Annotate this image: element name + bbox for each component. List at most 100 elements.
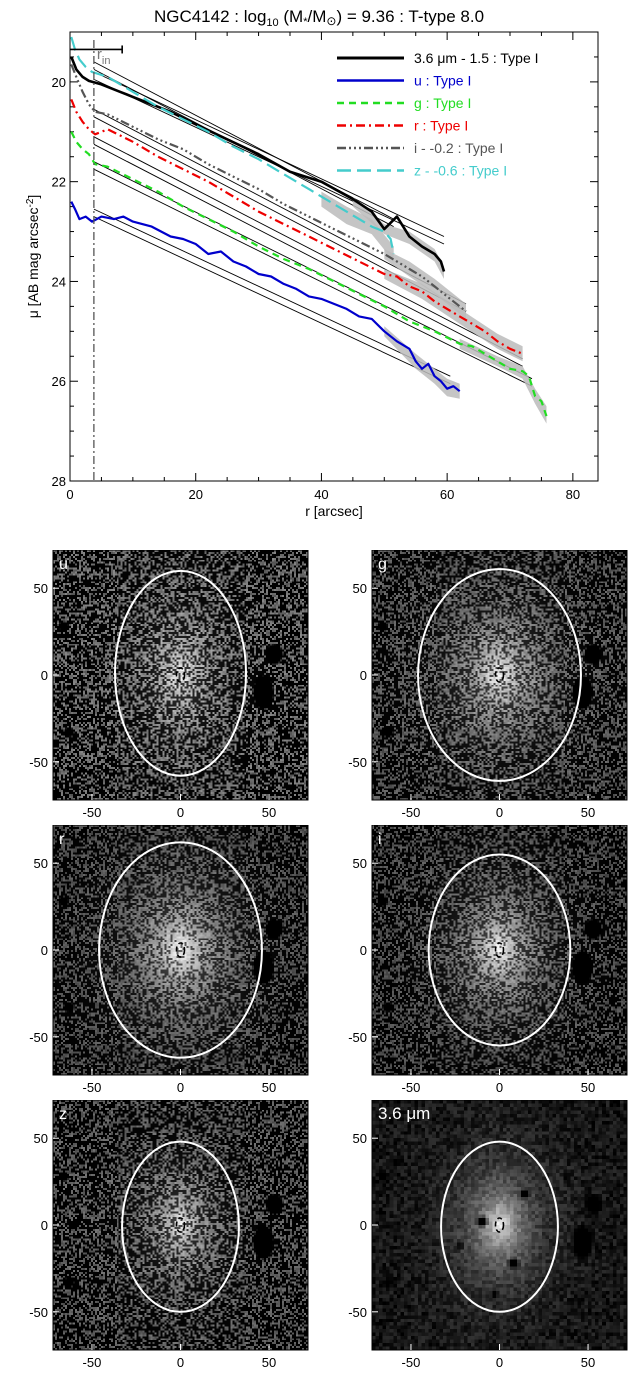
aperture-ellipse	[113, 569, 248, 777]
y-tick-label: 28	[52, 474, 66, 489]
legend-label: r : Type I	[414, 118, 468, 134]
x-tick-label: 80	[566, 487, 580, 502]
series-line	[70, 201, 461, 393]
galaxy-image	[53, 825, 308, 1075]
axis-labels: r [arcsec] μ [AB mag arcsec-2]	[25, 195, 363, 519]
x-tick-label: 60	[440, 487, 454, 502]
galaxy-image	[372, 550, 627, 800]
aperture-ellipse	[121, 1140, 240, 1313]
panel-y-tick-label: 0	[360, 1218, 367, 1233]
legend: 3.6 μm - 1.5 : Type I u : Type I g : Type …	[337, 50, 539, 179]
r-in-label-main: r	[97, 46, 102, 63]
y-tick-label: 26	[52, 374, 66, 389]
title-part: /M	[307, 7, 326, 26]
y-tick-label: 22	[52, 175, 66, 190]
legend-label: i - -0.2 : Type I	[414, 140, 503, 156]
panel-x-tick-label: -50	[402, 1080, 421, 1095]
fit-line	[93, 136, 523, 360]
panel-x-tick-label: -50	[402, 805, 421, 820]
y-tick-label: 24	[52, 274, 66, 289]
surface-brightness-profile-chart: NGC4142 : log10 (M*/M⊙) = 9.36 : T-type …	[25, 7, 599, 519]
panel-y-tick-label: 50	[34, 1131, 48, 1146]
y-tick-label: 20	[52, 75, 66, 90]
image-panel-4: -50 0 50 50 0 -50 i	[348, 825, 628, 1095]
panel-y-tick-label: 50	[353, 856, 367, 871]
title-part: *	[303, 16, 308, 28]
series-line	[70, 98, 524, 355]
panel-x-tick-label: 50	[262, 805, 276, 820]
axis-ticks: 0 20 40 60 80 20 22 24 26 28	[52, 31, 598, 502]
legend-label: 3.6 μm - 1.5 : Type I	[414, 50, 539, 66]
center-mark	[175, 1217, 186, 1233]
panel-x-tick-label: -50	[402, 1355, 421, 1370]
legend-label: g : Type I	[414, 95, 471, 111]
panel-x-tick-label: 50	[581, 1080, 595, 1095]
title-text: NGC4142 : log10 (M*/M⊙) = 9.36 : T-type …	[154, 7, 484, 29]
title-part: ⊙	[326, 14, 336, 28]
x-tick-label: 40	[314, 487, 328, 502]
panel-x-tick-label: 50	[262, 1355, 276, 1370]
panel-y-tick-label: 50	[34, 856, 48, 871]
y-axis-label-part: -2	[25, 198, 36, 207]
legend-label: z - -0.6 : Type I	[414, 163, 507, 179]
panel-x-tick-label: 50	[581, 805, 595, 820]
panel-band-label: u	[59, 556, 68, 573]
fit-line	[93, 168, 533, 387]
panel-y-tick-label: -50	[29, 1305, 48, 1320]
panel-y-tick-label: 50	[353, 581, 367, 596]
center-mark	[175, 667, 186, 683]
panel-band-label: g	[378, 556, 387, 573]
error-band	[321, 191, 394, 262]
center-mark	[175, 942, 186, 958]
panel-band-label: z	[59, 1106, 67, 1123]
center-mark	[494, 1217, 505, 1233]
data-series	[70, 36, 548, 417]
y-axis-label-part: ]	[25, 195, 41, 199]
panel-y-tick-label: -50	[29, 1030, 48, 1045]
panel-band-label: 3.6 μm	[378, 1104, 430, 1123]
error-band	[459, 338, 547, 424]
panel-y-tick-label: 50	[353, 1131, 367, 1146]
image-panel-1: -50 0 50 50 0 -50 u	[29, 550, 309, 820]
panel-band-label: i	[378, 831, 382, 848]
fit-line	[93, 216, 451, 385]
fit-line	[93, 208, 451, 377]
panel-x-tick-label: 50	[262, 1080, 276, 1095]
panel-x-tick-label: -50	[83, 1080, 102, 1095]
inner-radius-marker: rin	[70, 40, 123, 481]
galaxy-image	[372, 825, 627, 1075]
series-line	[70, 36, 395, 255]
aperture-ellipse	[98, 841, 263, 1059]
plot-border	[69, 31, 599, 482]
panel-y-tick-label: 0	[41, 943, 48, 958]
image-panel-3: -50 0 50 50 0 -50 r	[29, 825, 309, 1095]
panel-y-tick-label: 0	[41, 1218, 48, 1233]
panel-x-tick-label: -50	[83, 805, 102, 820]
aperture-ellipse	[427, 853, 572, 1047]
panel-y-tick-label: 50	[34, 581, 48, 596]
panel-x-tick-label: 0	[496, 1355, 503, 1370]
panel-y-tick-label: 0	[360, 943, 367, 958]
series-line	[70, 63, 467, 313]
fit-line	[93, 71, 445, 237]
panel-y-tick-label: -50	[348, 755, 367, 770]
y-axis-label: μ [AB mag arcsec-2]	[25, 195, 41, 319]
panel-y-tick-label: -50	[348, 1305, 367, 1320]
chart-title: NGC4142 : log10 (M*/M⊙) = 9.36 : T-type …	[154, 7, 484, 29]
image-panel-5: -50 0 50 50 0 -50 z	[29, 1100, 309, 1370]
r-in-label-sub: in	[102, 55, 111, 67]
galaxy-image	[53, 550, 308, 800]
aperture-ellipse	[440, 1140, 559, 1313]
title-part: 10	[266, 17, 278, 29]
panel-y-tick-label: 0	[41, 668, 48, 683]
fit-line	[93, 143, 523, 367]
x-tick-label: 20	[188, 487, 202, 502]
panel-x-tick-label: 0	[177, 1355, 184, 1370]
plot-frame	[69, 31, 599, 482]
x-tick-label: 0	[66, 487, 73, 502]
y-axis-label-part: μ [AB mag arcsec	[25, 208, 41, 319]
panel-y-tick-label: -50	[348, 1030, 367, 1045]
error-bands	[321, 191, 547, 424]
panel-x-tick-label: 0	[496, 805, 503, 820]
